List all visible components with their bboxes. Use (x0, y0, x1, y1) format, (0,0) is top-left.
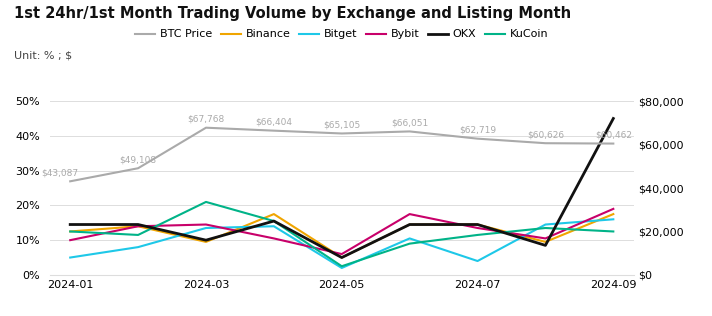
Text: $60,462: $60,462 (595, 131, 632, 140)
Text: $49,108: $49,108 (120, 155, 157, 164)
Legend: BTC Price, Binance, Bitget, Bybit, OKX, KuCoin: BTC Price, Binance, Bitget, Bybit, OKX, … (131, 25, 553, 44)
Text: $67,768: $67,768 (187, 115, 224, 124)
Text: $66,404: $66,404 (256, 118, 293, 127)
Text: 1st 24hr/1st Month Trading Volume by Exchange and Listing Month: 1st 24hr/1st Month Trading Volume by Exc… (14, 6, 571, 21)
Text: $60,626: $60,626 (527, 130, 564, 139)
Text: Unit: % ; $: Unit: % ; $ (14, 51, 73, 61)
Text: $62,719: $62,719 (459, 126, 496, 135)
Text: $43,087: $43,087 (41, 168, 78, 177)
Text: $66,051: $66,051 (391, 118, 429, 128)
Text: $65,105: $65,105 (323, 121, 360, 130)
